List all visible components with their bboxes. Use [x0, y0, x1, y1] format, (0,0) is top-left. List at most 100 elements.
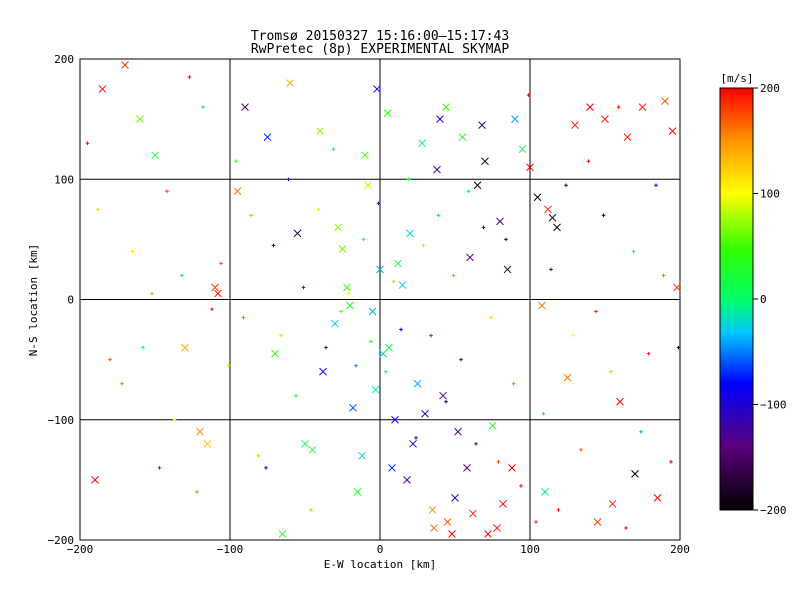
colorbar-tick-label: 100: [760, 188, 780, 201]
cross-marker: [428, 506, 437, 514]
plus-marker: [309, 508, 313, 512]
cross-marker: [364, 181, 372, 190]
cross-marker: [496, 217, 504, 226]
plus-marker: [316, 207, 321, 212]
cross-marker: [673, 283, 681, 292]
plus-marker: [234, 159, 238, 164]
cross-marker: [668, 127, 677, 136]
plus-marker: [96, 207, 100, 212]
plus-marker: [165, 189, 169, 194]
cross-marker: [443, 518, 452, 526]
plus-marker: [541, 411, 546, 416]
plus-marker: [481, 225, 486, 230]
plus-marker: [451, 273, 456, 278]
cross-marker: [398, 281, 407, 289]
plus-marker: [399, 327, 403, 332]
plus-marker: [549, 267, 553, 272]
y-tick-label: −100: [48, 414, 75, 427]
cross-marker: [544, 205, 552, 214]
plus-marker: [346, 291, 351, 296]
plus-marker: [489, 315, 493, 320]
plus-marker: [108, 357, 112, 362]
plus-marker: [241, 315, 246, 320]
cross-marker: [553, 223, 561, 232]
cross-marker: [373, 85, 381, 93]
colorbar: [m/s] −200 −100 0 100 200: [719, 72, 787, 517]
chart-title-line-2: RwPretec (8p) EXPERIMENTAL SKYMAP: [251, 42, 509, 57]
cross-marker: [508, 463, 516, 472]
plus-marker: [120, 381, 124, 386]
cross-marker: [463, 463, 471, 472]
cross-marker: [563, 373, 572, 382]
plus-marker: [271, 243, 276, 248]
y-tick-label: −200: [48, 534, 75, 547]
cross-marker: [379, 349, 387, 358]
plus-marker: [130, 249, 135, 254]
plus-marker: [444, 399, 448, 404]
plus-marker: [459, 357, 463, 362]
colorbar-tick-label: 0: [760, 293, 767, 306]
cross-marker: [451, 494, 459, 502]
plus-marker: [361, 237, 366, 242]
cross-marker: [442, 103, 450, 111]
chart-title-line-1: Tromsø 20150327 15:16:00–15:17:43: [251, 29, 509, 44]
cross-marker: [286, 79, 294, 87]
cross-marker: [293, 229, 302, 238]
cross-marker: [631, 470, 639, 478]
cross-marker: [211, 283, 219, 292]
cross-marker: [371, 385, 380, 394]
cross-marker: [334, 223, 342, 232]
plus-marker: [210, 307, 214, 311]
cross-marker: [571, 121, 579, 129]
plus-marker: [187, 75, 192, 79]
cross-marker: [406, 229, 414, 238]
plus-marker: [414, 435, 418, 440]
plus-marker: [601, 213, 606, 218]
plus-marker: [195, 490, 199, 494]
cross-marker: [433, 165, 441, 174]
cross-marker: [136, 115, 144, 123]
plus-marker: [526, 93, 531, 97]
cross-marker: [388, 463, 396, 472]
plus-marker: [264, 466, 268, 470]
cross-marker: [301, 439, 309, 448]
cross-marker: [421, 409, 429, 418]
plus-marker: [324, 345, 328, 350]
cross-marker: [316, 127, 324, 136]
cross-marker: [484, 530, 492, 538]
plus-marker: [249, 213, 253, 218]
colorbar-ticks: −200 −100 0 100 200: [753, 82, 787, 517]
plus-marker: [534, 520, 538, 524]
cross-marker: [403, 476, 411, 484]
cross-marker: [466, 253, 474, 262]
plus-marker: [564, 183, 568, 188]
plus-marker: [474, 442, 478, 446]
plus-marker: [157, 466, 162, 470]
plus-marker: [511, 381, 516, 386]
plus-marker: [301, 285, 306, 290]
cross-marker: [608, 500, 617, 508]
plus-marker: [556, 508, 561, 512]
cross-marker: [478, 121, 486, 129]
plus-marker: [286, 177, 291, 182]
cross-marker: [358, 451, 366, 460]
cross-marker: [368, 307, 377, 316]
plus-marker: [376, 201, 381, 206]
cross-marker: [196, 427, 204, 436]
y-axis-ticks: −200 −100 0 100 200: [48, 53, 75, 547]
cross-marker: [493, 524, 501, 532]
cross-marker: [263, 133, 272, 142]
plus-marker: [654, 183, 658, 188]
cross-marker: [473, 181, 482, 190]
plus-marker: [384, 369, 388, 374]
cross-marker: [338, 245, 347, 253]
y-tick-label: 200: [54, 53, 74, 66]
cross-marker: [638, 103, 647, 111]
plus-marker: [571, 333, 576, 338]
plus-marker: [631, 249, 636, 254]
x-tick-label: −200: [67, 543, 94, 556]
cross-marker: [308, 445, 317, 454]
plus-marker: [369, 339, 373, 344]
cross-marker: [454, 427, 462, 436]
